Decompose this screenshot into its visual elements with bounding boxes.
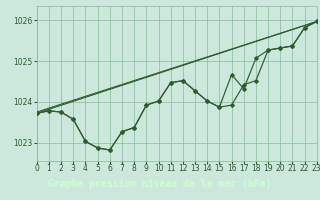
Text: Graphe pression niveau de la mer (hPa): Graphe pression niveau de la mer (hPa) <box>48 179 272 189</box>
